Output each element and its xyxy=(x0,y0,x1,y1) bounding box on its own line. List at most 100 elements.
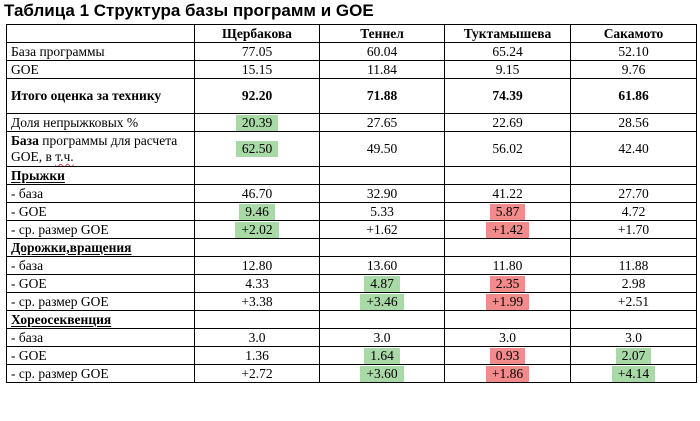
value: 13.60 xyxy=(366,257,398,273)
section-label-cell: Дорожки,вращения xyxy=(6,238,195,257)
value: 77.05 xyxy=(241,43,273,59)
empty-cell xyxy=(319,238,445,257)
value-cell: 9.15 xyxy=(444,60,571,79)
value-cell: +3.46 xyxy=(319,292,445,311)
value-green-highlight: 1.64 xyxy=(364,347,400,364)
value-cell: +1.62 xyxy=(319,220,445,239)
value-red-highlight: +1.86 xyxy=(485,365,530,382)
value-cell: 60.04 xyxy=(319,42,445,61)
empty-cell xyxy=(570,166,697,185)
value-green-highlight: 20.39 xyxy=(235,114,279,131)
table-row: Итого оценка за технику 92.20 71.88 74.39 61… xyxy=(6,78,697,114)
value-cell: 27.65 xyxy=(319,113,445,132)
section-label-cell: Хореосеквенция xyxy=(6,310,195,329)
empty-cell xyxy=(570,238,697,257)
value: 27.65 xyxy=(366,114,398,130)
section-label: Прыжки xyxy=(11,167,65,183)
table-row: - ср. размер GOE +3.38 +3.46 +1.99 +2.51 xyxy=(6,292,697,311)
value: 3.0 xyxy=(248,329,266,345)
value: +1.62 xyxy=(366,221,398,237)
row-label: База программы для расчета GOE, в т.ч. xyxy=(6,131,195,167)
value-cell: 2.07 xyxy=(570,346,697,365)
value-green-highlight: +2.02 xyxy=(235,221,279,238)
table-row: - база 46.70 32.90 41.22 27.70 xyxy=(6,184,697,203)
value-cell: 22.69 xyxy=(444,113,571,132)
value-cell: 42.40 xyxy=(570,131,697,167)
row-label: - GOE xyxy=(6,202,195,221)
table-row: GOE 15.15 11.84 9.15 9.76 xyxy=(6,60,697,79)
value-cell: 52.10 xyxy=(570,42,697,61)
value-cell: 28.56 xyxy=(570,113,697,132)
value-cell: 15.15 xyxy=(194,60,320,79)
table-row: - GOE 9.46 5.33 5.87 4.72 xyxy=(6,202,697,221)
row-label: - база xyxy=(6,256,195,275)
value-cell: 49.50 xyxy=(319,131,445,167)
value-cell: +2.72 xyxy=(194,364,320,383)
empty-cell xyxy=(194,166,320,185)
value-cell: 9.46 xyxy=(194,202,320,221)
empty-cell xyxy=(570,310,697,329)
value: 11.88 xyxy=(618,257,649,273)
value: 9.76 xyxy=(621,61,646,77)
table-row: - ср. размер GOE +2.02 +1.62 +1.42 +1.70 xyxy=(6,220,697,239)
value: 46.70 xyxy=(241,185,273,201)
value-cell: 3.0 xyxy=(570,328,697,347)
value-cell: 77.05 xyxy=(194,42,320,61)
value-cell: 4.72 xyxy=(570,202,697,221)
value-cell: +4.14 xyxy=(570,364,697,383)
value: 61.86 xyxy=(618,88,649,103)
row-label: - база xyxy=(6,184,195,203)
row-label: Доля непрыжковых % xyxy=(6,113,195,132)
table-row: - база 12.80 13.60 11.80 11.88 xyxy=(6,256,697,275)
value-red-highlight: +1.42 xyxy=(485,221,530,238)
row-label-rest: программы для расчета GOE, в т.ч. xyxy=(11,133,178,164)
value: 2.98 xyxy=(621,275,646,291)
value-cell: 2.98 xyxy=(570,274,697,293)
value-cell: 11.80 xyxy=(444,256,571,275)
row-label: Итого оценка за технику xyxy=(6,78,195,114)
value: 5.33 xyxy=(370,203,394,219)
value-cell: 0.93 xyxy=(444,346,571,365)
value-cell: +1.42 xyxy=(444,220,571,239)
value: +2.51 xyxy=(617,293,650,309)
value-green-highlight: 9.46 xyxy=(239,203,275,220)
table-row: База программы для расчета GOE, в т.ч. 62… xyxy=(6,131,697,167)
value-cell: 46.70 xyxy=(194,184,320,203)
value: 28.56 xyxy=(618,114,649,130)
value-cell: 13.60 xyxy=(319,256,445,275)
value-cell: +3.38 xyxy=(194,292,320,311)
value-cell: +1.99 xyxy=(444,292,571,311)
value: 56.02 xyxy=(492,141,523,156)
table-row: База программы 77.05 60.04 65.24 52.10 xyxy=(6,42,697,61)
value: 3.0 xyxy=(499,329,516,345)
row-label: - ср. размер GOE xyxy=(6,364,195,383)
table-row: - ср. размер GOE +2.72 +3.60 +1.86 +4.14 xyxy=(6,364,697,383)
column-header: Сакамото xyxy=(570,24,697,43)
program-structure-table: Щербакова Теннел Туктамышева Сакамото База п… xyxy=(6,24,697,383)
value-green-highlight: +3.46 xyxy=(360,293,404,310)
value: +3.38 xyxy=(241,293,273,309)
section-label: Дорожки,вращения xyxy=(11,239,132,255)
value-green-highlight: 4.87 xyxy=(364,275,400,292)
header-row: Щербакова Теннел Туктамышева Сакамото xyxy=(6,24,697,43)
value: 32.90 xyxy=(366,185,398,201)
value-cell: 27.70 xyxy=(570,184,697,203)
column-header: Теннел xyxy=(319,24,445,43)
value-cell: 2.35 xyxy=(444,274,571,293)
value-cell: +1.70 xyxy=(570,220,697,239)
table-row: - GOE 4.33 4.87 2.35 2.98 xyxy=(6,274,697,293)
value-cell: 11.84 xyxy=(319,60,445,79)
section-label: Хореосеквенция xyxy=(11,311,112,327)
value: 22.69 xyxy=(492,114,523,130)
value-red-highlight: 2.35 xyxy=(489,275,526,292)
value: +1.70 xyxy=(617,221,650,237)
table-title: Таблица 1 Структура базы программ и GOE xyxy=(4,1,374,20)
value-cell: +3.60 xyxy=(319,364,445,383)
value: 71.88 xyxy=(366,88,398,103)
empty-cell xyxy=(444,238,571,257)
row-label: GOE xyxy=(6,60,195,79)
value: 3.0 xyxy=(625,329,642,345)
value-red-highlight: 0.93 xyxy=(489,347,526,364)
section-row: Прыжки xyxy=(6,166,697,185)
value-cell: +1.86 xyxy=(444,364,571,383)
